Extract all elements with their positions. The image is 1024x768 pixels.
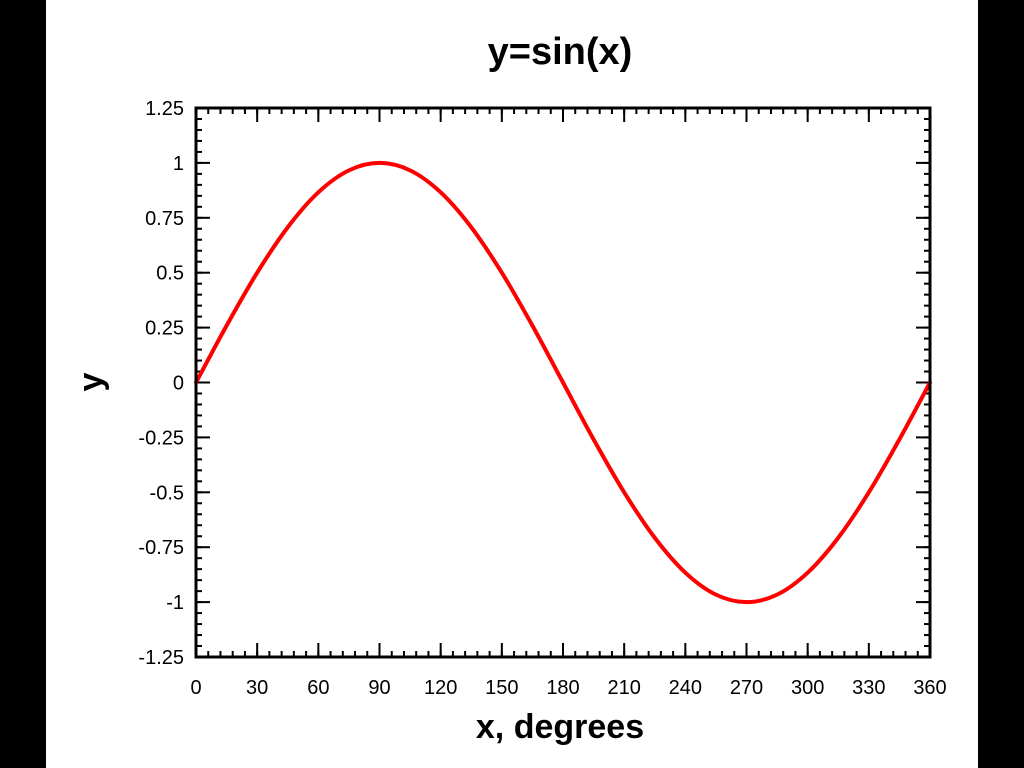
x-tick-label: 180	[546, 677, 579, 699]
y-tick-label: 1	[173, 153, 184, 175]
x-tick-label: 90	[368, 677, 390, 699]
x-tick-labels: 0 30 60 90 120 150 180 210 240 270 300 330 360	[190, 677, 946, 699]
series-line	[194, 160, 932, 605]
x-tick-label: 210	[607, 677, 640, 699]
x-tick-label: 330	[852, 677, 885, 699]
y-tick-labels: 1.25 1 0.75 0.5 0.25 0 -0.25 -0.5 -0.75 -1 -1.25	[138, 98, 184, 669]
y-tick-label: -0.25	[138, 427, 184, 449]
y-tick-label: 0.75	[145, 208, 184, 230]
y-tick-label: 0.5	[156, 263, 184, 285]
x-tick-label: 30	[246, 677, 268, 699]
y-tick-label: -1	[166, 592, 184, 614]
y-tick-label: -0.5	[150, 482, 184, 504]
x-tick-label: 120	[424, 677, 457, 699]
chart-canvas: y=sin(x) 0 30 60 90 120 150 180 210 240 270 300 330…	[46, 0, 978, 768]
x-tick-label: 60	[307, 677, 329, 699]
y-tick-label: -1.25	[138, 647, 184, 669]
sine-chart: y=sin(x) 0 30 60 90 120 150 180 210 240 270 300 330…	[72, 31, 947, 746]
y-tick-label: 0.25	[145, 318, 184, 340]
x-tick-label: 0	[190, 677, 201, 699]
y-tick-label: 0	[173, 373, 184, 395]
y-tick-label: -0.75	[138, 537, 184, 559]
x-tick-label: 150	[485, 677, 518, 699]
x-tick-label: 240	[669, 677, 702, 699]
x-tick-label: 270	[730, 677, 763, 699]
y-tick-label: 1.25	[145, 98, 184, 120]
x-tick-label: 300	[791, 677, 824, 699]
series-layer	[194, 160, 932, 605]
chart-title: y=sin(x)	[488, 31, 633, 73]
plot-frame	[194, 106, 932, 659]
y-axis-label: y	[72, 372, 110, 391]
x-tick-label: 360	[913, 677, 946, 699]
x-axis-label: x, degrees	[476, 708, 644, 746]
